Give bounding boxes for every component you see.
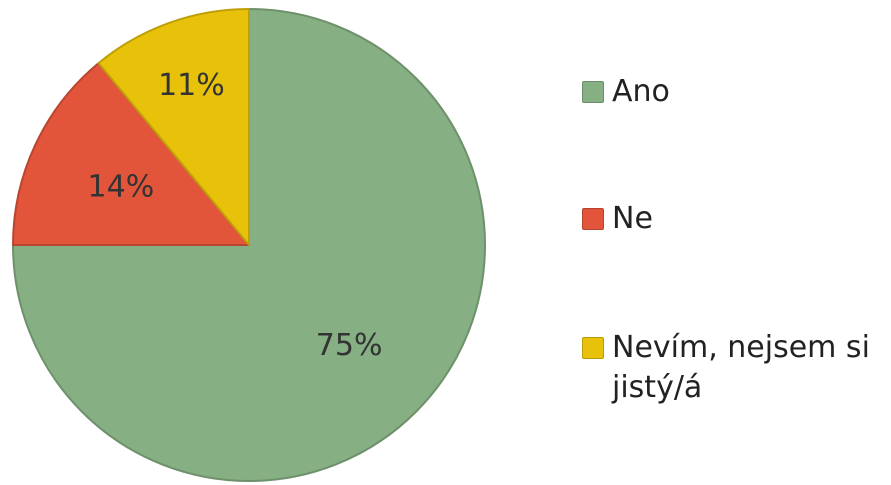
legend-swatch-nevim xyxy=(582,337,604,359)
legend-item-ne: Ne xyxy=(582,199,882,239)
slice-label-ano: 75% xyxy=(316,328,383,363)
slice-label-nevim: 11% xyxy=(158,68,225,103)
legend-item-nevim: Nevím, nejsem si jistý/á xyxy=(582,328,882,408)
legend-label-ano: Ano xyxy=(612,74,670,109)
slice-label-ne: 14% xyxy=(88,170,155,205)
legend: Ano Ne Nevím, nejsem si jistý/á xyxy=(582,0,887,485)
legend-label-nevim: Nevím, nejsem si jistý/á xyxy=(612,330,870,405)
pie-slice-ne xyxy=(12,62,250,246)
legend-item-ano: Ano xyxy=(582,72,882,112)
legend-swatch-ne xyxy=(582,208,604,230)
legend-swatch-ano xyxy=(582,81,604,103)
legend-label-ne: Ne xyxy=(612,201,653,236)
pie-slice-nevim xyxy=(97,8,250,246)
